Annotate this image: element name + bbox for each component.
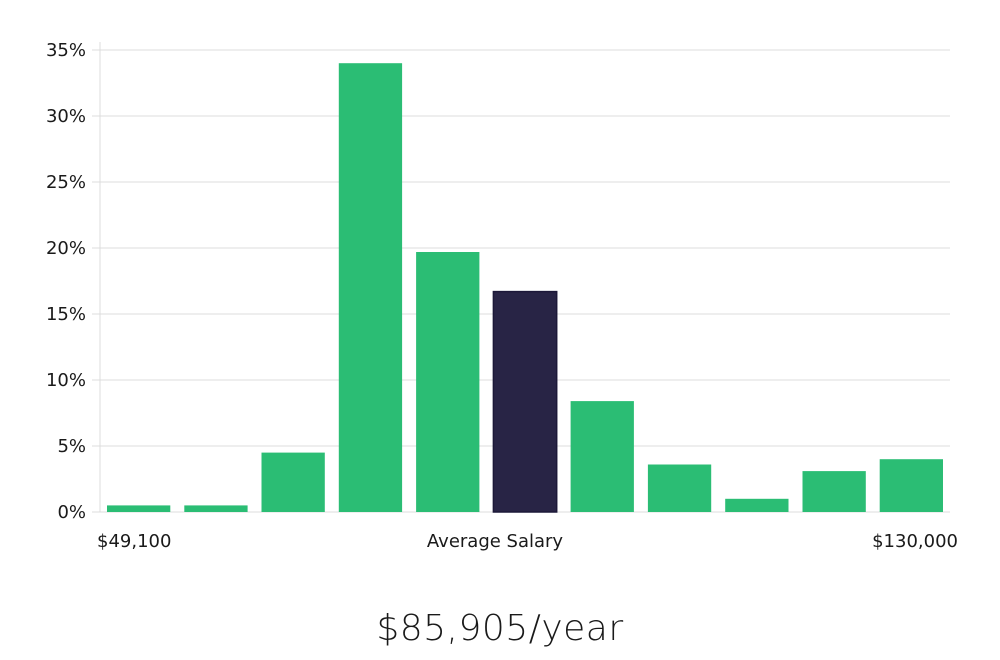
x-axis-max-label: $130,000 (872, 531, 958, 552)
x-axis-min-label: $49,100 (97, 531, 171, 552)
y-tick-label: 25% (46, 172, 86, 193)
bar (107, 505, 171, 512)
bar (879, 459, 943, 512)
bar (261, 452, 325, 512)
y-tick-label: 35% (46, 40, 86, 61)
bar (570, 401, 634, 512)
bar-average-salary (492, 290, 558, 513)
y-tick-label: 30% (46, 106, 86, 127)
salary-histogram-chart: 0% 5% 10% 15% 20% 25% 30% 35% $49,100 Average S… (46, 40, 958, 552)
average-salary-value: $85,905/year (376, 608, 624, 649)
y-tick-label: 0% (57, 502, 86, 523)
y-axis-tick-labels: 0% 5% 10% 15% 20% 25% 30% 35% (46, 40, 86, 523)
bar (725, 498, 789, 512)
bar (338, 63, 403, 512)
bar (184, 505, 248, 512)
y-tick-label: 15% (46, 304, 86, 325)
bar (802, 471, 866, 512)
y-tick-label: 20% (46, 238, 86, 259)
y-tick-label: 10% (46, 370, 86, 391)
bars (107, 63, 943, 513)
x-axis-title: Average Salary (427, 531, 564, 552)
bar (416, 252, 480, 512)
bar (647, 464, 712, 512)
y-tick-label: 5% (57, 436, 86, 457)
